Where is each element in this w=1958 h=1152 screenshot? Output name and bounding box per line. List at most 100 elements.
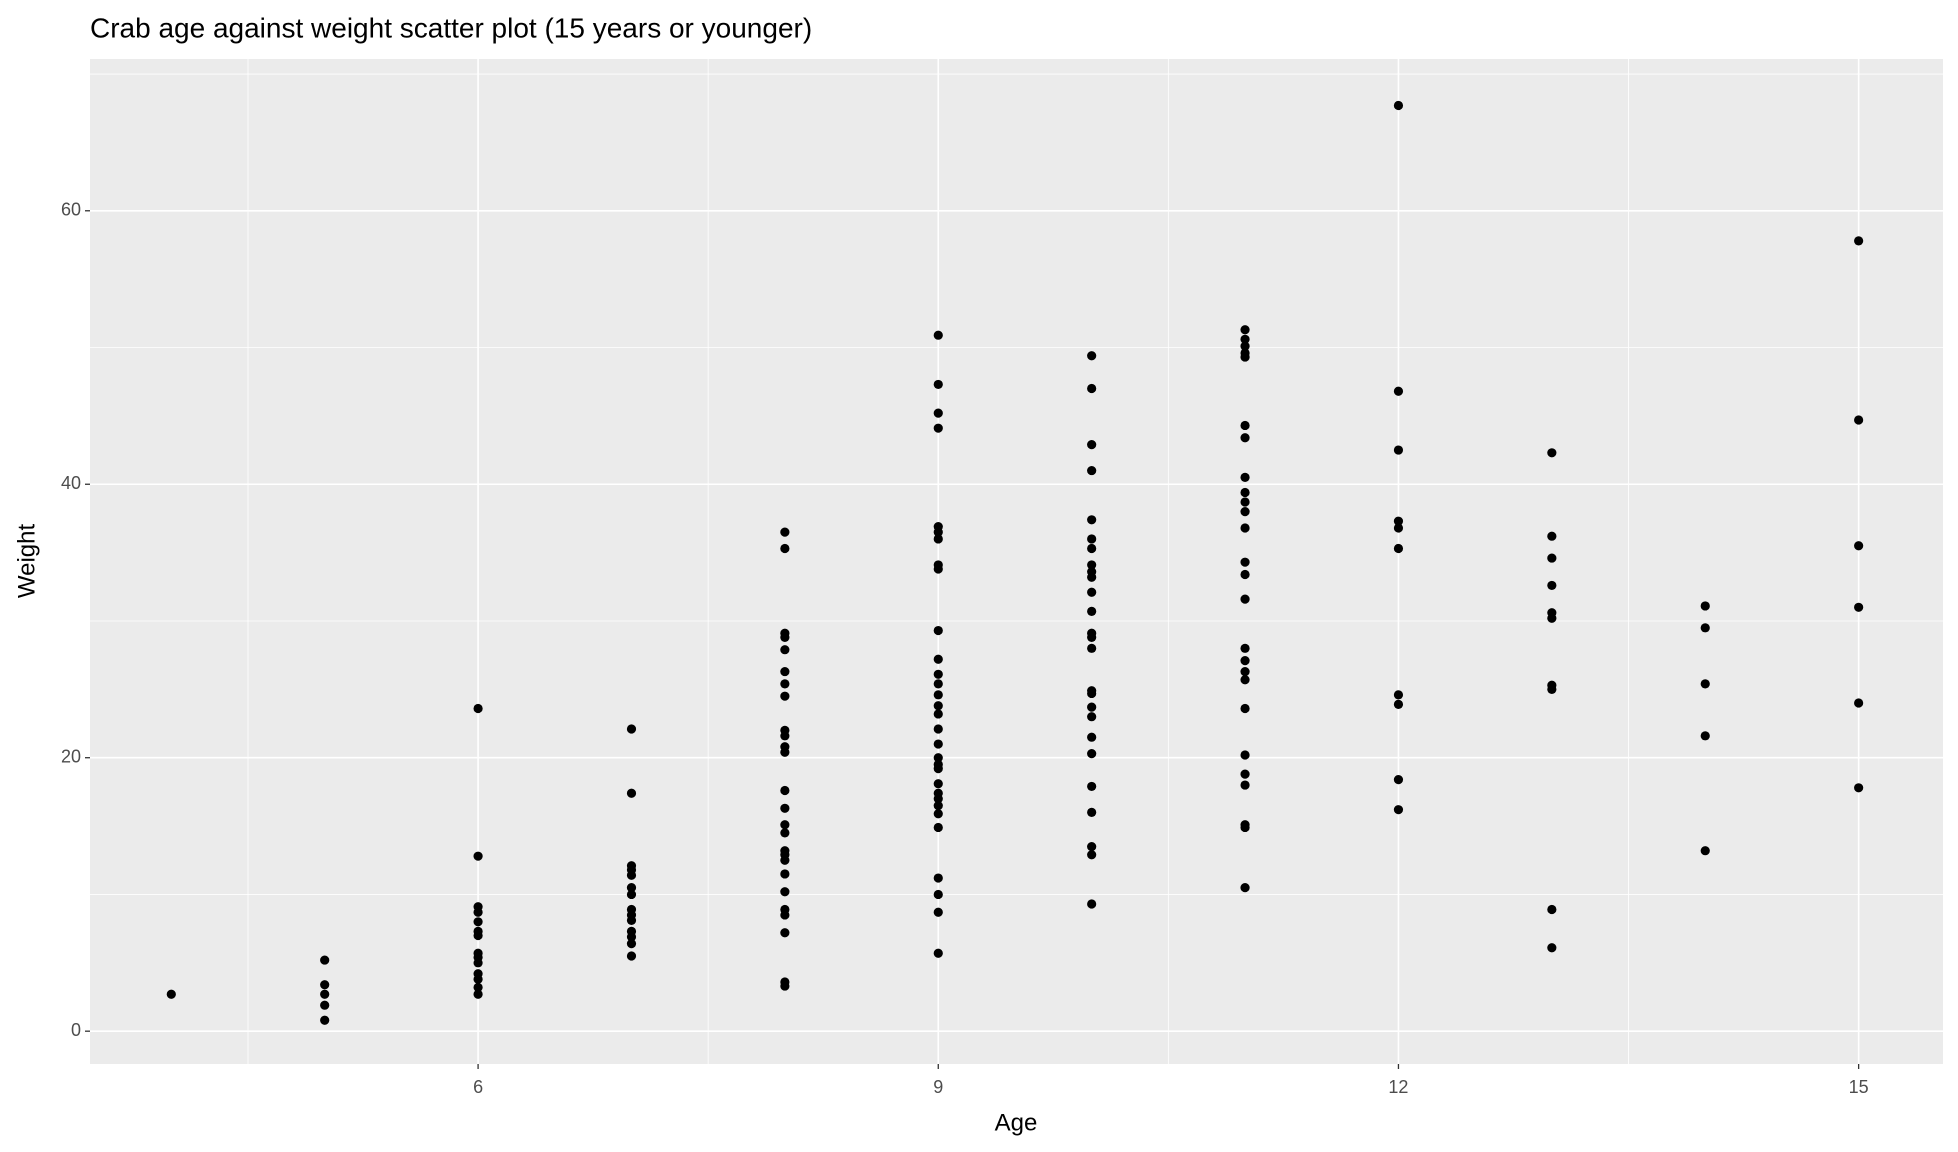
point: [1240, 325, 1250, 335]
point: [473, 907, 483, 917]
point: [1700, 623, 1710, 633]
point: [933, 948, 943, 958]
point: [1854, 698, 1864, 708]
point: [780, 785, 790, 796]
point: [1547, 531, 1557, 541]
point: [1700, 679, 1710, 689]
point: [1087, 899, 1097, 909]
point: [1087, 688, 1097, 699]
point: [1547, 904, 1557, 915]
point: [626, 932, 637, 942]
point: [780, 679, 790, 689]
point: [626, 939, 637, 949]
x-tick-label: 9: [933, 1077, 943, 1097]
point: [320, 955, 330, 965]
point: [626, 883, 637, 893]
point: [1240, 472, 1250, 483]
point: [473, 851, 483, 861]
point: [933, 800, 943, 811]
point: [1700, 846, 1710, 856]
point: [320, 980, 330, 990]
point: [166, 989, 176, 999]
point: [473, 917, 483, 927]
point: [1087, 841, 1097, 852]
point: [1240, 780, 1250, 790]
point: [780, 855, 790, 865]
point: [1393, 774, 1404, 785]
y-tick-label: 40: [61, 473, 81, 493]
point: [473, 958, 483, 968]
point: [1087, 732, 1097, 742]
point: [933, 625, 943, 636]
point: [1547, 448, 1557, 458]
point: [780, 803, 790, 813]
point: [1547, 580, 1557, 591]
point: [1087, 543, 1097, 554]
point: [1087, 632, 1097, 642]
point: [933, 779, 943, 789]
point: [933, 889, 943, 900]
point: [626, 788, 637, 798]
point: [1700, 601, 1710, 611]
point: [1087, 643, 1097, 653]
point: [1240, 523, 1250, 533]
point: [933, 527, 943, 537]
point: [933, 701, 943, 711]
point: [1087, 351, 1097, 361]
point: [933, 423, 943, 433]
point: [1240, 769, 1250, 779]
point: [933, 669, 943, 679]
point: [780, 543, 790, 554]
point: [473, 930, 483, 941]
point: [780, 887, 790, 897]
point: [933, 794, 943, 804]
point: [1087, 465, 1097, 476]
point: [1393, 699, 1404, 709]
point: [320, 1000, 330, 1010]
point: [1087, 749, 1097, 759]
point: [1854, 783, 1864, 793]
point: [1393, 100, 1404, 111]
point: [780, 910, 790, 920]
point: [1240, 594, 1250, 604]
point: [473, 974, 483, 984]
point: [1393, 690, 1404, 700]
x-axis-title: Age: [995, 1109, 1038, 1136]
chart-title: Crab age against weight scatter plot (15…: [90, 12, 812, 43]
point: [626, 724, 637, 734]
point: [1854, 236, 1864, 246]
point: [1547, 553, 1557, 563]
point: [933, 809, 943, 819]
point: [1547, 943, 1557, 953]
x-tick-label: 6: [473, 1077, 483, 1097]
point: [780, 527, 790, 537]
point: [1087, 587, 1097, 597]
point: [780, 632, 790, 642]
point: [1087, 712, 1097, 722]
point: [1854, 415, 1864, 425]
point: [933, 534, 943, 544]
point: [780, 731, 790, 741]
point: [933, 739, 943, 749]
point: [1087, 572, 1097, 582]
point: [1087, 515, 1097, 525]
point: [473, 703, 483, 714]
point: [1087, 383, 1097, 394]
point: [1240, 557, 1250, 567]
y-tick-label: 0: [71, 1020, 81, 1040]
point: [1240, 487, 1250, 498]
point: [933, 679, 943, 689]
y-axis-title: Weight: [13, 524, 40, 599]
point: [1393, 543, 1404, 554]
point: [933, 379, 943, 390]
point: [1393, 805, 1404, 815]
point: [933, 408, 943, 418]
point: [1393, 445, 1404, 455]
point: [1087, 534, 1097, 544]
point: [1240, 341, 1250, 351]
point: [933, 709, 943, 719]
point: [780, 869, 790, 879]
point: [1240, 433, 1250, 443]
point: [1854, 602, 1864, 612]
